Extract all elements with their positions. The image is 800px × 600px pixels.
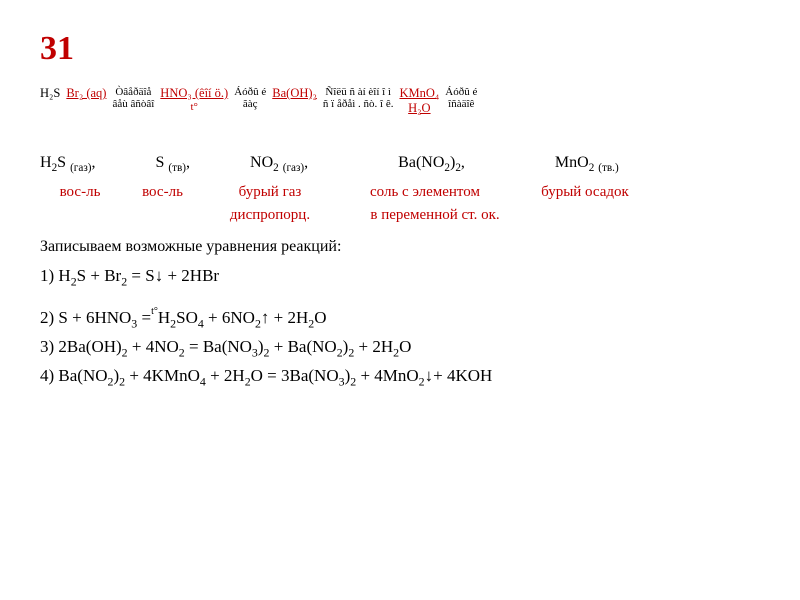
reagent-label: Ba(OH)₂ bbox=[272, 86, 317, 100]
flow-state-4: Áóðû é îñàäîê bbox=[445, 86, 477, 110]
reagent-label: H₂O bbox=[399, 101, 439, 116]
desc-4: соль с элементом bbox=[335, 184, 515, 201]
state-top: Áóðû é bbox=[234, 86, 266, 98]
desc-3b: диспропорц. bbox=[205, 207, 335, 224]
flow-state-1: Òâåðäîå âåù âñòâî bbox=[112, 86, 154, 110]
equation-4: 4) Ba(NO2)2 + 4KMnO4 + 2H2O = 3Ba(NO3)2 … bbox=[40, 366, 760, 389]
desc-1: вос-ль bbox=[40, 184, 120, 201]
equation-3: 3) 2Ba(OH)2 + 4NO2 = Ba(NO3)2 + Ba(NO2)2… bbox=[40, 337, 760, 360]
description-row-1: вос-ль вос-ль бурый газ соль с элементом… bbox=[40, 184, 760, 201]
flow-state-3: Ñîëü ñ àí èîí î ì ñ ï åðåì . ñò. î ê. bbox=[323, 86, 394, 110]
equations-heading: Записываем возможные уравнения реакций: bbox=[40, 238, 760, 256]
formula-2: S (тв), bbox=[156, 154, 191, 174]
formula-4: Ba(NO2)2, bbox=[398, 154, 465, 174]
state-top: Áóðû é bbox=[445, 86, 477, 98]
desc-4b: в переменной ст. ок. bbox=[335, 207, 535, 224]
state-bot: ñ ï åðåì . ñò. î ê. bbox=[323, 98, 394, 110]
flow-state-2: Áóðû é ãàç bbox=[234, 86, 266, 110]
description-row-2: диспропорц. в переменной ст. ок. bbox=[40, 207, 760, 224]
formula-3: NO2 (газ), bbox=[250, 154, 308, 174]
state-bot: ãàç bbox=[234, 98, 266, 110]
state-bot: âåù âñòâî bbox=[112, 98, 154, 110]
reagent-label: HNO₃ (êîí ö.) bbox=[160, 86, 228, 101]
slide-number: 31 bbox=[40, 30, 760, 68]
state-top: Ñîëü ñ àí èîí î ì bbox=[323, 86, 394, 98]
desc-5: бурый осадок bbox=[515, 184, 655, 201]
reaction-flow: H₂S Br₂ (aq) Òâåðäîå âåù âñòâî HNO₃ (êîí… bbox=[40, 86, 760, 116]
equation-2: 2) S + 6HNO3 =t°H2SO4 + 6NO2↑ + 2H2O bbox=[40, 308, 760, 331]
flow-reagent-3: Ba(OH)₂ bbox=[272, 86, 317, 101]
reagent-label: KMnO₄ bbox=[399, 86, 439, 101]
formula-5: MnO2 (тв.) bbox=[555, 154, 619, 174]
flow-reagent-4: KMnO₄ H₂O bbox=[399, 86, 439, 116]
state-top: Òâåðäîå bbox=[112, 86, 154, 98]
temperature: t° bbox=[160, 101, 228, 113]
formula-1: H2S (газ), bbox=[40, 154, 96, 174]
equation-1: 1) H2S + Br2 = S↓ + 2HBr bbox=[40, 266, 760, 289]
flow-start: H₂S bbox=[40, 86, 60, 101]
desc-2: вос-ль bbox=[120, 184, 205, 201]
flow-reagent-2: HNO₃ (êîí ö.) t° bbox=[160, 86, 228, 113]
desc-3: бурый газ bbox=[205, 184, 335, 201]
flow-reagent-1: Br₂ (aq) bbox=[66, 86, 106, 101]
reagent-label: Br₂ (aq) bbox=[66, 86, 106, 100]
formula-row: H2S (газ), S (тв), NO2 (газ), Ba(NO2)2, … bbox=[40, 154, 760, 174]
state-bot: îñàäîê bbox=[445, 98, 477, 110]
